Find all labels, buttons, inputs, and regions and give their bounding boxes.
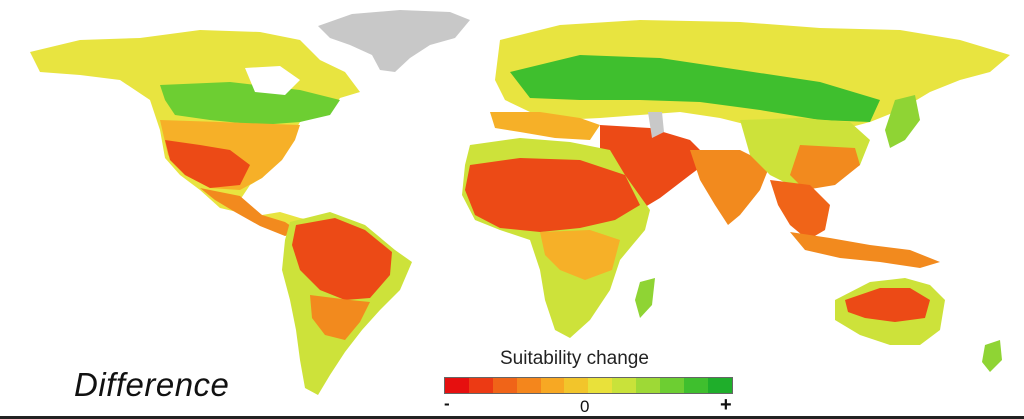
legend-swatch-2 xyxy=(468,378,493,393)
us-southwest xyxy=(165,140,250,188)
panel-label: Difference xyxy=(74,366,230,403)
japan xyxy=(885,95,920,148)
legend-swatch-3 xyxy=(492,378,517,393)
china-south xyxy=(790,145,860,190)
legend-swatch-10 xyxy=(660,378,684,393)
hudson-bay xyxy=(245,66,300,95)
legend-swatch-4 xyxy=(516,378,541,393)
legend-min-label: - xyxy=(444,394,450,413)
southeast-asia xyxy=(770,180,830,240)
legend-title: Suitability change xyxy=(500,348,649,369)
new-zealand xyxy=(982,340,1002,372)
legend-swatch-5 xyxy=(540,378,565,393)
central-africa xyxy=(540,230,620,280)
central-america xyxy=(200,188,300,236)
caspian xyxy=(648,112,664,138)
legend-swatch-6 xyxy=(564,378,589,393)
legend-swatch-8 xyxy=(612,378,637,393)
legend-swatch-9 xyxy=(636,378,661,393)
eurasia-gain-band xyxy=(510,55,880,122)
madagascar xyxy=(635,278,655,318)
color-scale-bar xyxy=(444,377,733,394)
india xyxy=(690,150,770,225)
sahara-loss xyxy=(465,158,640,232)
legend-swatch-7 xyxy=(588,378,613,393)
north-america-gain-band xyxy=(160,82,340,125)
south-america-mid xyxy=(310,295,370,340)
legend-max-label: + xyxy=(720,394,732,416)
bottom-border xyxy=(0,416,1024,419)
amazon-loss xyxy=(292,218,392,300)
australia-interior xyxy=(845,288,930,322)
legend-zero-label: 0 xyxy=(580,397,590,416)
legend-swatch-12 xyxy=(707,378,732,393)
legend-swatch-1 xyxy=(445,378,469,393)
indonesia xyxy=(790,232,940,268)
legend-swatch-11 xyxy=(683,378,708,393)
greenland-region xyxy=(318,10,470,72)
europe-south xyxy=(490,112,600,140)
